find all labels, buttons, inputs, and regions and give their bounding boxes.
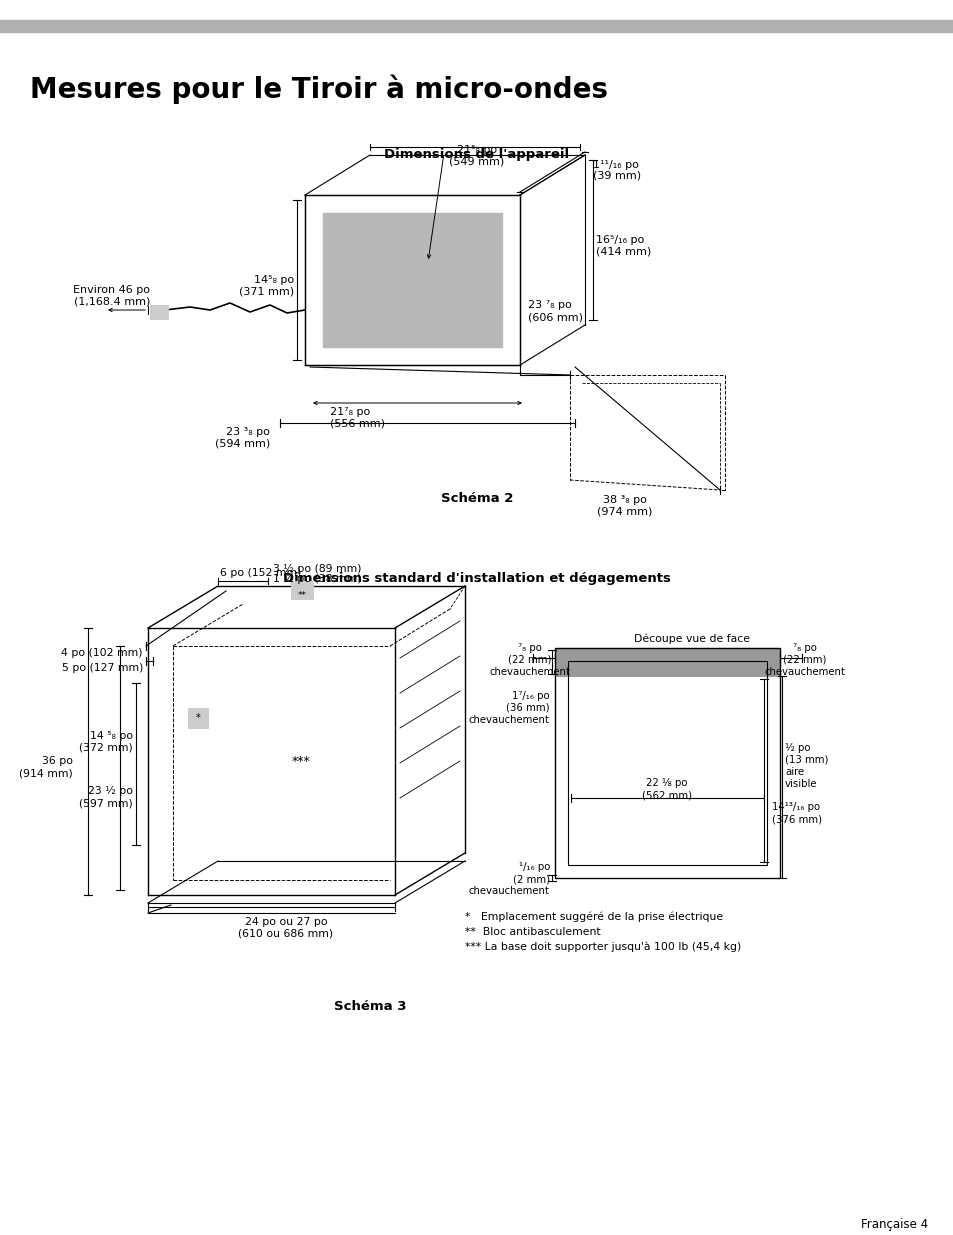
Text: (1,168.4 mm): (1,168.4 mm): [73, 296, 150, 306]
Text: (371 mm): (371 mm): [238, 287, 294, 296]
Text: (562 mm): (562 mm): [641, 790, 691, 800]
Text: 23 ³₈ po: 23 ³₈ po: [226, 427, 270, 437]
Text: ***: ***: [292, 755, 310, 767]
Text: aire: aire: [784, 767, 803, 777]
Text: 22 ⅛ po: 22 ⅛ po: [645, 778, 687, 788]
Bar: [0, 20, 953, 32]
Bar: [188, 708, 208, 727]
Text: 1 ½ po (38 mm): 1 ½ po (38 mm): [273, 574, 361, 584]
Bar: [150, 305, 168, 319]
Text: *** La base doit supporter jusqu'à 100 lb (45,4 kg): *** La base doit supporter jusqu'à 100 l…: [464, 942, 740, 952]
Text: (594 mm): (594 mm): [214, 438, 270, 448]
Bar: [567, 661, 766, 864]
Text: Mesures pour le Tiroir à micro-ondes: Mesures pour le Tiroir à micro-ondes: [30, 75, 607, 105]
Text: (606 mm): (606 mm): [527, 312, 582, 322]
Text: 24 po ou 27 po: 24 po ou 27 po: [244, 918, 327, 927]
Text: (914 mm): (914 mm): [19, 768, 73, 778]
Text: chevauchement: chevauchement: [469, 885, 550, 897]
Text: 23 ½ po: 23 ½ po: [88, 785, 132, 797]
Text: chevauchement: chevauchement: [763, 667, 844, 677]
Text: 6 po (152 mm): 6 po (152 mm): [220, 568, 301, 578]
Text: Dimensions de l'appareil: Dimensions de l'appareil: [384, 148, 569, 161]
Text: 21⁵₈ po: 21⁵₈ po: [456, 144, 497, 156]
Text: (13 mm): (13 mm): [784, 755, 827, 764]
Text: (36 mm): (36 mm): [506, 703, 550, 713]
Text: Découpe vue de face: Découpe vue de face: [634, 634, 749, 643]
Bar: [291, 580, 313, 599]
Bar: [323, 212, 501, 347]
Text: 5 po (127 mm): 5 po (127 mm): [62, 663, 143, 673]
Text: 23 ⁷₈ po: 23 ⁷₈ po: [527, 300, 571, 310]
Text: visible: visible: [784, 779, 817, 789]
Bar: [555, 648, 780, 878]
Text: Dimensions standard d'installation et dégagements: Dimensions standard d'installation et dé…: [283, 572, 670, 585]
Text: (22 mm): (22 mm): [782, 655, 826, 664]
Text: 14 ⁵₈ po: 14 ⁵₈ po: [90, 731, 132, 741]
Text: (372 mm): (372 mm): [79, 743, 132, 753]
Text: Schéma 2: Schéma 2: [440, 492, 513, 505]
Text: (556 mm): (556 mm): [330, 417, 385, 429]
Text: 14⁵₈ po: 14⁵₈ po: [253, 275, 294, 285]
Text: ½ po: ½ po: [784, 743, 810, 753]
Text: *   Emplacement suggéré de la prise électrique: * Emplacement suggéré de la prise électr…: [464, 911, 722, 923]
Text: chevauchement: chevauchement: [469, 715, 550, 725]
Text: *: *: [195, 713, 200, 722]
Text: ¹/₁₆ po: ¹/₁₆ po: [518, 862, 550, 872]
Text: **: **: [297, 592, 306, 600]
Text: (376 mm): (376 mm): [771, 814, 821, 824]
Text: (22 mm): (22 mm): [508, 655, 551, 664]
Text: (610 ou 686 mm): (610 ou 686 mm): [238, 929, 334, 939]
Text: 16⁵/₁₆ po: 16⁵/₁₆ po: [596, 235, 643, 245]
Text: Schéma 3: Schéma 3: [334, 1000, 406, 1013]
Text: 36 po: 36 po: [42, 756, 73, 766]
Text: Française 4: Française 4: [860, 1218, 927, 1231]
Text: **  Bloc antibasculement: ** Bloc antibasculement: [464, 927, 600, 937]
Bar: [555, 648, 780, 676]
Text: (549 mm): (549 mm): [449, 157, 504, 167]
Text: (39 mm): (39 mm): [593, 170, 640, 180]
Text: 14¹³/₁₆ po: 14¹³/₁₆ po: [771, 802, 820, 811]
Text: 21⁷₈ po: 21⁷₈ po: [330, 408, 370, 417]
Text: 3 ½ po (89 mm): 3 ½ po (89 mm): [273, 564, 361, 574]
Text: ⁷₈ po: ⁷₈ po: [517, 643, 541, 653]
Text: (2 mm): (2 mm): [513, 874, 550, 884]
Text: Environ 46 po: Environ 46 po: [73, 285, 150, 295]
Text: 4 po (102 mm): 4 po (102 mm): [61, 648, 143, 658]
Text: ⁷₈ po: ⁷₈ po: [792, 643, 816, 653]
Text: (414 mm): (414 mm): [596, 247, 651, 257]
Text: 38 ³₈ po: 38 ³₈ po: [602, 495, 646, 505]
Text: (974 mm): (974 mm): [597, 508, 652, 517]
Text: 1¹¹/₁₆ po: 1¹¹/₁₆ po: [593, 161, 639, 170]
Text: 1⁷/₁₆ po: 1⁷/₁₆ po: [512, 692, 550, 701]
Text: (597 mm): (597 mm): [79, 798, 132, 808]
Text: chevauchement: chevauchement: [489, 667, 570, 677]
